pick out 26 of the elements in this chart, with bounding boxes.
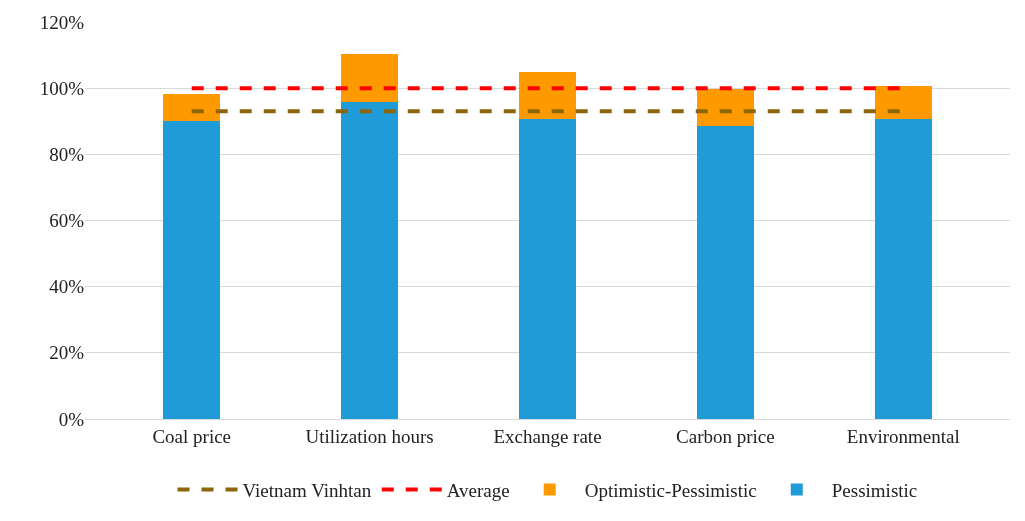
x-tick-label: Coal price [152,425,232,447]
y-tick-label: 120% [39,11,85,33]
bar [696,89,754,126]
y-tick-label: 20% [49,342,85,364]
y-tick-label: 100% [39,77,85,99]
bar [163,120,221,419]
bar [696,125,754,419]
y-tick-label: 40% [49,276,85,298]
bar [519,71,576,120]
x-tick-label: Exchange rate [493,425,602,447]
y-tick-label: 0% [58,408,85,430]
y-tick-label: 60% [49,210,85,232]
legend-label: Optimistic-Pessimistic [584,479,757,501]
bar [341,54,399,102]
y-tick-label: 80% [49,143,85,165]
legend-label: Average [446,479,510,501]
legend-label: Vietnam Vinhtan [242,479,372,501]
bar [519,119,576,419]
bar [874,119,932,419]
x-tick-label: Carbon price [676,425,775,447]
x-tick-label: Utilization hours [305,425,434,447]
x-tick-label: Environmental [846,425,960,447]
bar [341,101,399,419]
bar [163,94,221,121]
bar [874,85,932,120]
legend-label: Pessimistic [831,479,918,501]
